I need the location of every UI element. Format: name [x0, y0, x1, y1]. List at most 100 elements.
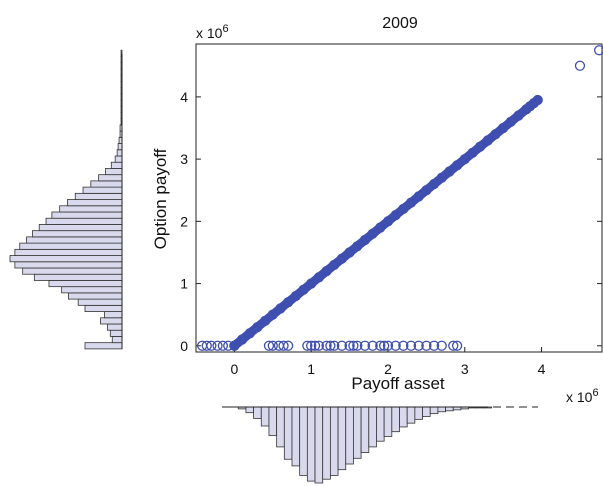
axes-box [195, 43, 603, 353]
zero-point [382, 340, 394, 351]
diagonal-point [244, 328, 255, 339]
bottom-hist-bar [291, 406, 301, 467]
zero-point [201, 340, 212, 351]
zero-point [229, 340, 240, 351]
diagonal-point [594, 45, 603, 56]
diagonal-point [444, 166, 455, 177]
bottom-hist-bar [391, 406, 400, 433]
bottom-hist-bar [253, 406, 262, 419]
y-exponent-power: 6 [222, 23, 228, 35]
zero-point [263, 340, 275, 351]
zero-point [421, 340, 432, 351]
bottom-hist-bar [314, 406, 324, 484]
y-tick-label: 2 [180, 213, 188, 229]
left-hist-bar [9, 255, 123, 263]
chart-title: 2009 [382, 15, 418, 32]
zero-point [267, 340, 278, 351]
diagonal-point [513, 110, 524, 121]
diagonal-point [236, 334, 248, 345]
y-tick-label: 1 [180, 276, 188, 292]
bottom-hist-bar [268, 406, 278, 436]
left-hist-bar [110, 161, 123, 169]
diagonal-point [329, 259, 340, 271]
diagonal-point [398, 203, 409, 215]
diagonal-point [267, 309, 278, 320]
diagonal-point [574, 60, 586, 71]
bottom-hist-bar [368, 406, 377, 448]
x-tick-label: 1 [307, 361, 315, 377]
diagonal-point [490, 129, 501, 140]
diagonal-point [474, 141, 486, 152]
diagonal-point [367, 228, 378, 239]
bottom-hist-bar [376, 406, 385, 442]
bottom-hist-bar [399, 406, 408, 428]
diagonal-point [482, 135, 493, 146]
bottom-hist-bar [337, 406, 347, 471]
bottom-hist-bar [414, 406, 423, 420]
diagonal-point [459, 153, 470, 165]
x-tick-label: 3 [461, 361, 469, 377]
diagonal-point [375, 222, 386, 233]
zero-point [390, 340, 401, 351]
left-hist-bar [45, 217, 123, 225]
diagonal-point [344, 247, 355, 258]
zero-point [436, 340, 447, 351]
y-axis: 0 1 2 3 4 [180, 89, 602, 354]
left-hist-bar [77, 298, 123, 306]
diagonal-point [313, 272, 325, 283]
left-hist-bar [90, 180, 123, 188]
bottom-hist-bar [329, 406, 339, 476]
y-tick-label: 0 [180, 338, 188, 354]
left-hist-bar [106, 323, 123, 331]
left-hist-bar [33, 273, 123, 281]
bottom-hist-bar [260, 406, 270, 427]
y-axis-label: Option payoff [151, 148, 170, 249]
bottom-hist-bar [276, 406, 285, 448]
left-hist-bar [22, 267, 123, 275]
diagonal-point [298, 284, 309, 295]
left-hist-bar [59, 205, 123, 213]
left-hist-bar [114, 155, 123, 163]
diagonal-point [336, 253, 348, 264]
bottom-hist-bar [406, 406, 416, 424]
diagonal-point [321, 265, 332, 277]
left-hist-bar [61, 286, 123, 294]
zero-point [398, 340, 409, 351]
diagonal-point [359, 234, 371, 246]
bottom-hist-bar [322, 406, 331, 480]
diagonal-point [290, 290, 301, 302]
left-hist-bar [74, 192, 123, 200]
bottom-hist-bar [445, 406, 454, 412]
bottom-hist-bar [422, 406, 431, 417]
bottom-hist-bar [306, 406, 316, 482]
x-tick-label: 0 [230, 361, 238, 377]
x-tick-label: 2 [384, 361, 392, 377]
diagonal-point [252, 321, 263, 333]
zero-point [378, 340, 390, 351]
zero-point [405, 340, 417, 351]
left-hist-bar [109, 329, 123, 337]
zero-point [329, 340, 340, 351]
left-hist-bar [32, 230, 123, 238]
bottom-hist-bar [345, 406, 354, 465]
diagonal-point [413, 191, 424, 202]
diagonal-point [421, 185, 432, 196]
diagonal-point [505, 116, 516, 127]
left-hist-bar [67, 199, 123, 207]
diagonal-point [352, 241, 363, 252]
bottom-hist-bar [299, 406, 308, 476]
diagonal-point [390, 209, 401, 221]
left-hist-bar [104, 311, 123, 319]
zero-point [359, 340, 371, 351]
zero-point [413, 340, 424, 351]
left-hist-bar [48, 280, 123, 288]
zero-point [223, 340, 234, 351]
left-hist-bar [98, 174, 123, 182]
scatter-points [196, 45, 603, 351]
x-tick-label: 4 [538, 361, 546, 377]
left-hist-bar [14, 248, 123, 256]
diagonal-point [428, 178, 440, 190]
diagonal-point [405, 197, 417, 208]
left-hist-bar [111, 336, 123, 344]
